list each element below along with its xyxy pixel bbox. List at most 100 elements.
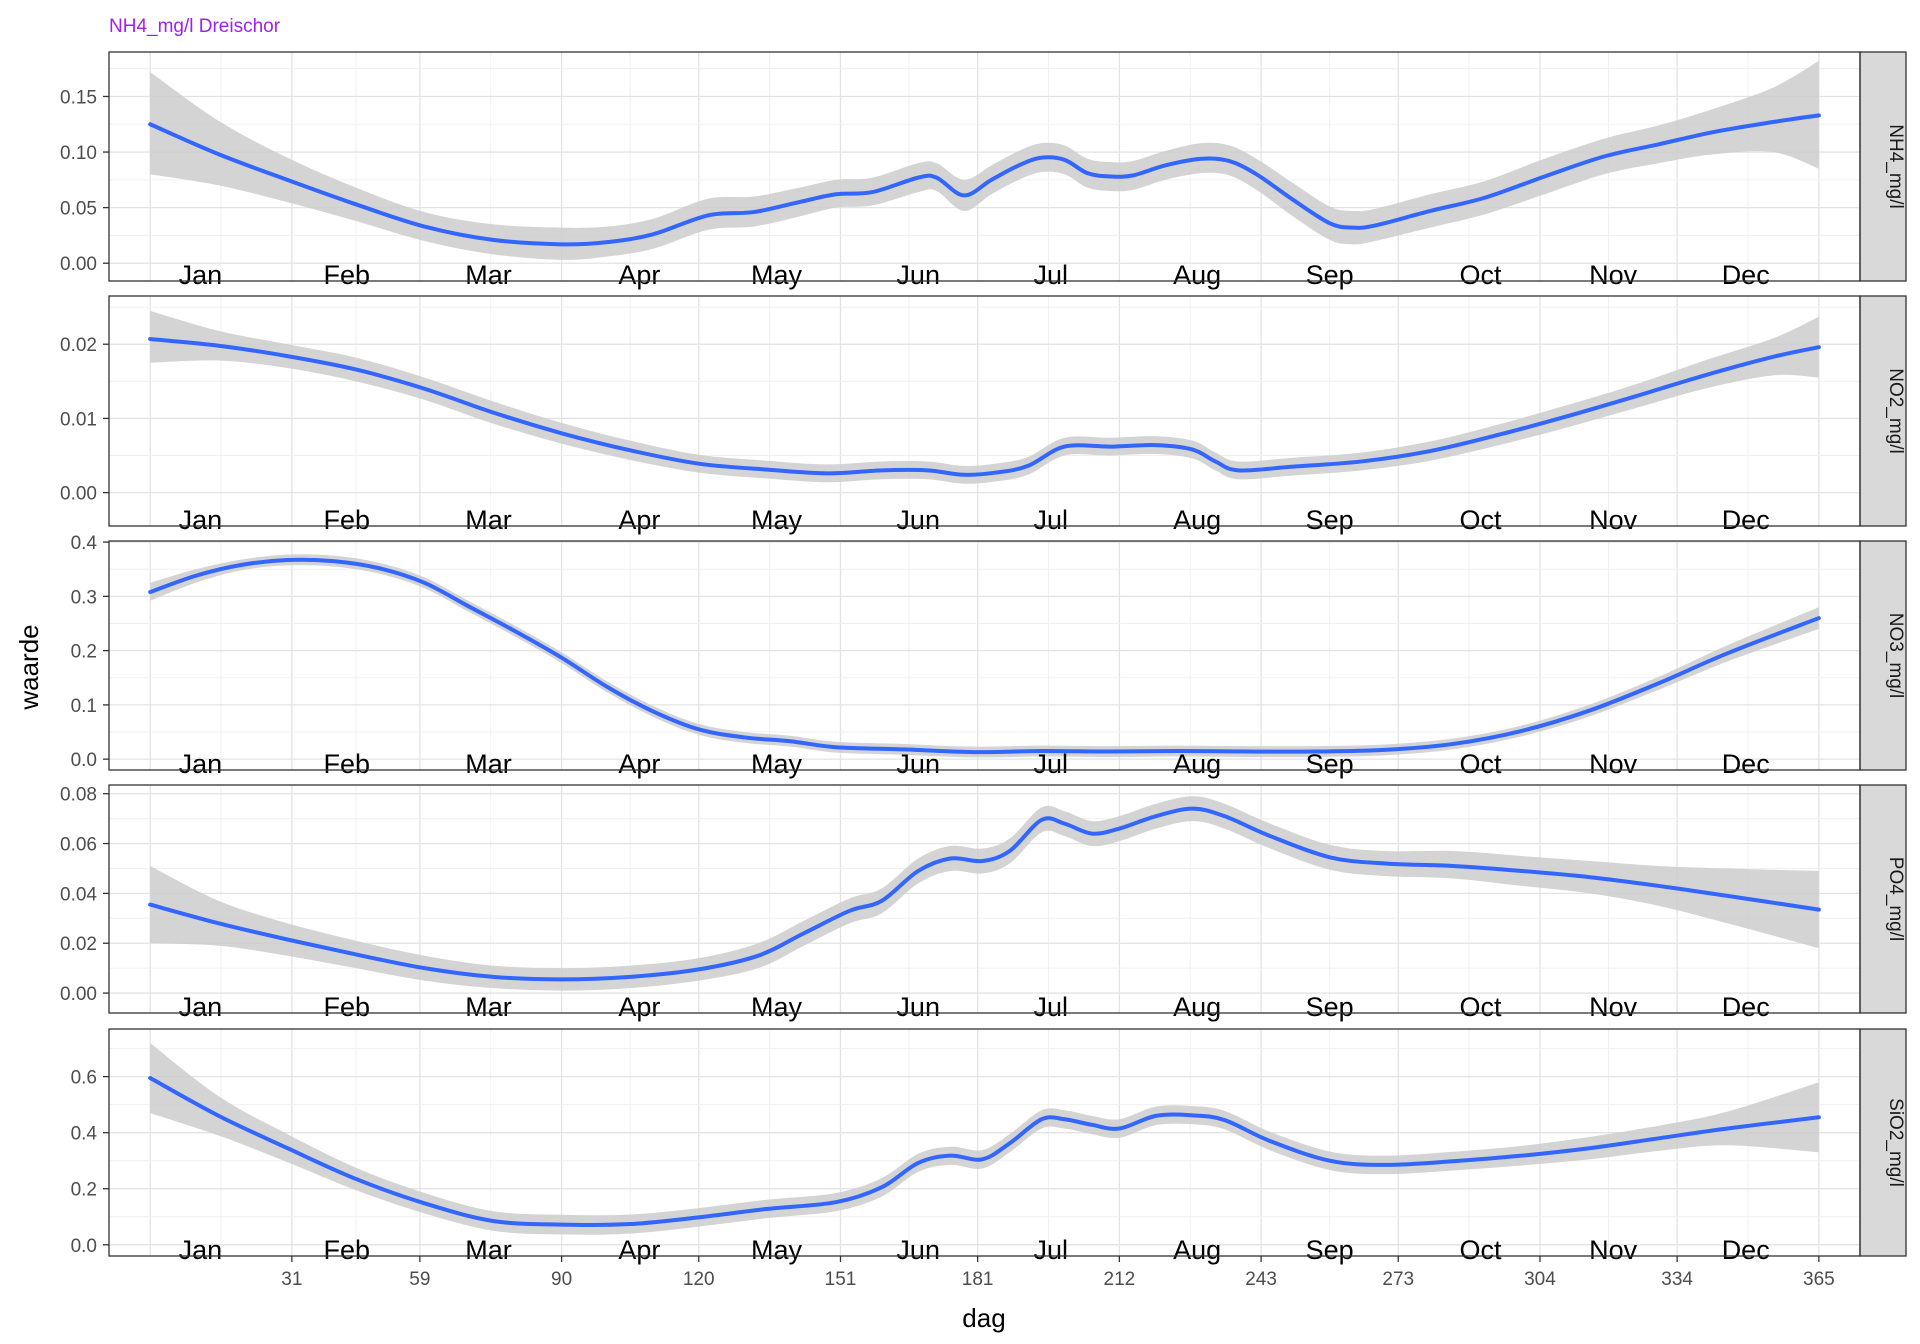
month-label-mar: Mar — [465, 992, 512, 1022]
month-label-aug: Aug — [1173, 1235, 1221, 1265]
month-label-jan: Jan — [179, 749, 223, 779]
y-tick-label: 0.6 — [71, 1068, 97, 1089]
panel-border — [108, 540, 1861, 771]
panel-border — [108, 51, 1861, 282]
month-label-jan: Jan — [179, 1235, 223, 1265]
panel-border — [108, 1028, 1861, 1257]
month-label-jun: Jun — [896, 505, 940, 535]
y-tick-label: 0.2 — [71, 1180, 97, 1201]
facet-strip — [1859, 51, 1907, 282]
smooth-line — [148, 113, 1821, 247]
month-label-sep: Sep — [1306, 749, 1354, 779]
month-label-sep: Sep — [1306, 992, 1354, 1022]
month-label-mar: Mar — [465, 749, 512, 779]
y-tick-label: 0.06 — [60, 835, 97, 856]
y-tick-label: 0.15 — [60, 87, 97, 108]
y-tick-label: 0.00 — [60, 484, 97, 505]
month-label-may: May — [751, 992, 803, 1022]
month-label-apr: Apr — [618, 749, 660, 779]
month-label-nov: Nov — [1589, 1235, 1638, 1265]
month-label-apr: Apr — [618, 1235, 660, 1265]
confidence-band — [150, 60, 1819, 260]
month-label-feb: Feb — [323, 505, 370, 535]
month-label-jan: Jan — [179, 260, 223, 290]
x-tick-label: 31 — [281, 1269, 302, 1290]
month-label-oct: Oct — [1460, 260, 1503, 290]
month-label-jun: Jun — [896, 1235, 940, 1265]
month-label-apr: Apr — [618, 992, 660, 1022]
x-tick-label: 334 — [1661, 1269, 1693, 1290]
y-tick-label: 0.0 — [71, 750, 97, 771]
month-label-feb: Feb — [323, 260, 370, 290]
x-tick-label: 243 — [1245, 1269, 1277, 1290]
smooth-line — [148, 557, 1821, 755]
month-label-dec: Dec — [1722, 260, 1770, 290]
month-label-mar: Mar — [465, 260, 512, 290]
panels-group: Jan Feb Mar Apr May Jun Jul Aug Sep Oct Nov Dec0.00… — [60, 51, 1907, 1265]
facet-strip-label: PO4_mg/l — [1885, 857, 1906, 941]
x-tick-label: 151 — [825, 1269, 857, 1290]
panel-background — [109, 541, 1860, 770]
facet-strip-label: NO2_mg/l — [1885, 368, 1906, 454]
x-tick-label: 212 — [1104, 1269, 1136, 1290]
facet-strip — [1859, 784, 1907, 1014]
month-label-aug: Aug — [1173, 749, 1221, 779]
y-tick-label: 0.4 — [71, 533, 98, 554]
x-tick-label: 181 — [962, 1269, 994, 1290]
panel-1: Jan Feb Mar Apr May Jun Jul Aug Sep Oct Nov Dec 0.00… — [60, 51, 1907, 290]
month-label-jun: Jun — [896, 260, 940, 290]
panel-border — [108, 295, 1861, 527]
y-tick-label: 0.3 — [71, 587, 97, 608]
y-tick-label: 0.00 — [60, 254, 97, 275]
month-label-may: May — [751, 260, 803, 290]
month-label-aug: Aug — [1173, 260, 1221, 290]
month-label-jun: Jun — [896, 749, 940, 779]
facet-strip — [1859, 540, 1907, 771]
month-label-jul: Jul — [1034, 992, 1069, 1022]
month-label-aug: Aug — [1173, 992, 1221, 1022]
panel-border — [108, 784, 1861, 1014]
month-label-dec: Dec — [1722, 1235, 1770, 1265]
month-label-sep: Sep — [1306, 260, 1354, 290]
month-label-may: May — [751, 505, 803, 535]
month-label-apr: Apr — [618, 505, 660, 535]
y-tick-label: 0.00 — [60, 984, 97, 1005]
month-label-mar: Mar — [465, 1235, 512, 1265]
y-tick-label: 0.01 — [60, 409, 97, 430]
x-tick-label: 365 — [1803, 1269, 1835, 1290]
facet-strip-label: NO3_mg/l — [1885, 613, 1906, 699]
panel-5: Jan Feb Mar Apr May Jun Jul Aug Sep Oct Nov Dec 0.0 0… — [71, 1028, 1907, 1265]
month-label-jan: Jan — [179, 505, 223, 535]
facet-strip — [1859, 295, 1907, 527]
month-label-sep: Sep — [1306, 505, 1354, 535]
x-tick-label: 120 — [683, 1269, 715, 1290]
month-label-jul: Jul — [1034, 1235, 1069, 1265]
panel-2: Jan Feb Mar Apr May Jun Jul Aug Sep Oct Nov Dec 0.00… — [60, 295, 1907, 535]
month-label-jun: Jun — [896, 992, 940, 1022]
x-axis-label: dag — [962, 1303, 1005, 1333]
month-label-feb: Feb — [323, 992, 370, 1022]
month-label-nov: Nov — [1589, 260, 1638, 290]
facet-strip-label: NH4_mg/l — [1885, 124, 1906, 208]
confidence-band — [150, 310, 1819, 484]
y-tick-label: 0.0 — [71, 1236, 97, 1257]
x-tick-label: 273 — [1382, 1269, 1414, 1290]
month-label-apr: Apr — [618, 260, 660, 290]
month-label-nov: Nov — [1589, 992, 1638, 1022]
x-tick-label: 90 — [551, 1269, 572, 1290]
panel-background — [109, 785, 1860, 1013]
panel-4: Jan Feb Mar Apr May Jun Jul Aug Sep Oct Nov Dec 0.00… — [60, 784, 1907, 1022]
x-tick-label: 304 — [1524, 1269, 1556, 1290]
y-axis-label: waarde — [14, 624, 44, 710]
y-tick-label: 0.05 — [60, 199, 97, 220]
month-label-may: May — [751, 1235, 803, 1265]
y-tick-label: 0.1 — [71, 696, 97, 717]
month-label-feb: Feb — [323, 749, 370, 779]
month-label-dec: Dec — [1722, 749, 1770, 779]
y-tick-label: 0.2 — [71, 642, 97, 663]
facet-strip-label: SiO2_mg/l — [1885, 1098, 1906, 1187]
y-tick-label: 0.04 — [60, 884, 97, 905]
month-label-nov: Nov — [1589, 749, 1638, 779]
x-axis: 31 59 90 120 151 181 212 243 273 304 334 365 — [281, 1256, 1835, 1290]
